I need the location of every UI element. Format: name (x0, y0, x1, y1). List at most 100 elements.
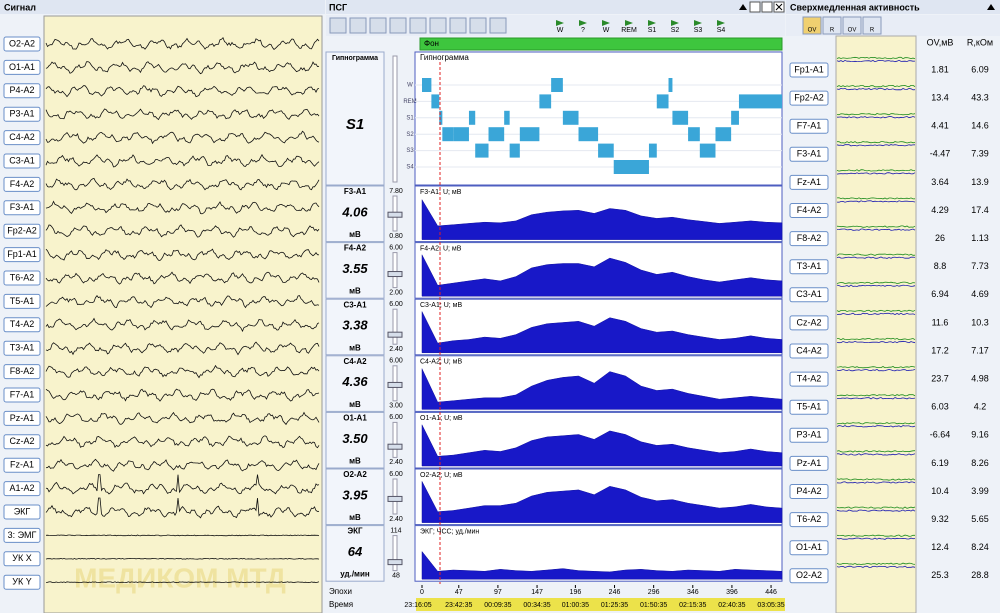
channel-button[interactable] (3, 83, 41, 99)
toolbar-button[interactable] (329, 17, 347, 34)
channel-button[interactable] (3, 387, 41, 403)
channel-button[interactable] (3, 247, 41, 263)
r-value: 6.09 (971, 64, 989, 74)
slider-thumb[interactable] (387, 331, 403, 338)
slider-thumb[interactable] (387, 271, 403, 278)
slider-thumb[interactable] (387, 495, 403, 502)
infraslow-trace (836, 169, 916, 172)
collapse-button[interactable] (739, 4, 747, 10)
channel-label: Fp1-A1 (7, 249, 37, 259)
channel-button[interactable] (789, 371, 829, 387)
channel-button[interactable] (3, 364, 41, 380)
channel-button[interactable] (789, 455, 829, 471)
toolbar-button[interactable] (389, 17, 407, 34)
minimize-button[interactable] (749, 1, 761, 13)
channel-button[interactable] (3, 410, 41, 426)
slider-thumb[interactable] (387, 443, 403, 450)
channel-button[interactable] (3, 481, 41, 497)
channel-unit: уд./мин (340, 570, 370, 579)
channel-button[interactable] (789, 512, 829, 528)
chart-title: F3-A1; U; мВ (420, 189, 462, 196)
hypnogram-segment (422, 78, 432, 92)
toolbar-label[interactable]: S1 (648, 27, 657, 34)
channel-button[interactable] (789, 540, 829, 556)
toolbar-button[interactable] (409, 17, 427, 34)
toolbar-button[interactable] (469, 17, 487, 34)
channel-button[interactable] (3, 457, 41, 473)
channel-button[interactable] (3, 340, 41, 356)
slider-thumb[interactable] (387, 211, 403, 218)
channel-button[interactable] (789, 568, 829, 584)
channel-button[interactable] (789, 484, 829, 499)
hypnogram-segment (656, 94, 669, 109)
channel-button[interactable] (789, 259, 829, 275)
channel-button[interactable] (789, 90, 829, 106)
mode-button[interactable] (862, 16, 882, 35)
channel-button[interactable] (3, 59, 41, 75)
channel-button[interactable] (3, 551, 41, 567)
toolbar-label[interactable]: W (603, 27, 610, 34)
channel-button[interactable] (3, 153, 41, 169)
channel-button[interactable] (3, 527, 41, 543)
toolbar-button[interactable] (349, 17, 367, 34)
channel-button[interactable] (789, 315, 829, 331)
eeg-trace (45, 224, 320, 238)
channel-button[interactable] (789, 287, 829, 303)
mode-button[interactable] (802, 16, 822, 35)
channel-button[interactable] (3, 223, 41, 239)
channel-button[interactable] (3, 130, 41, 146)
eeg-trace (45, 153, 320, 168)
channel-button[interactable] (3, 317, 41, 333)
channel-value: 4.36 (341, 374, 368, 389)
epoch-tick-label: 396 (726, 589, 738, 596)
infraslow-trace (836, 534, 915, 537)
toolbar-button[interactable] (449, 17, 467, 34)
channel-button[interactable] (3, 504, 41, 520)
channel-button[interactable] (789, 118, 829, 134)
window-controls[interactable] (739, 1, 995, 13)
title-bar (326, 0, 785, 14)
toolbar-button[interactable] (429, 17, 447, 34)
channel-label: Cz-A2 (796, 317, 821, 327)
mode-button[interactable] (842, 16, 862, 35)
channel-button[interactable] (3, 106, 41, 122)
infraslow-trace (836, 113, 916, 116)
channel-button[interactable] (3, 574, 41, 590)
r-value: 14.6 (971, 121, 989, 131)
channel-button[interactable] (789, 62, 829, 78)
eeg-trace (45, 108, 320, 121)
toolbar-label[interactable]: W (557, 27, 564, 34)
slider-track (392, 55, 398, 183)
toolbar-button[interactable] (489, 17, 507, 34)
channel-name: O2-A2 (343, 470, 367, 479)
toolbar-label[interactable]: S3 (694, 27, 703, 34)
channel-button[interactable] (789, 203, 829, 218)
channel-button[interactable] (789, 343, 829, 359)
channel-button[interactable] (789, 146, 829, 162)
channel-label: T3-A1 (797, 261, 822, 271)
channel-button[interactable] (789, 399, 829, 415)
channel-button[interactable] (3, 176, 41, 192)
ov-value: 9.32 (931, 514, 949, 524)
toolbar-label[interactable]: S2 (671, 27, 680, 34)
channel-name: O1-A1 (343, 414, 367, 423)
toolbar-button[interactable] (369, 17, 387, 34)
slider-thumb[interactable] (387, 559, 403, 566)
channel-name: F3-A1 (344, 187, 367, 196)
channel-button[interactable] (3, 293, 41, 309)
mode-button[interactable] (822, 16, 842, 35)
toolbar-label[interactable]: ? (581, 27, 585, 34)
channel-button[interactable] (3, 434, 41, 450)
slider-thumb[interactable] (387, 381, 403, 388)
maximize-button[interactable] (761, 1, 773, 13)
collapse-button[interactable] (987, 4, 995, 10)
channel-button[interactable] (789, 174, 829, 190)
channel-label: ЭКГ (14, 506, 31, 516)
channel-button[interactable] (789, 427, 829, 443)
toolbar-label[interactable]: REM (621, 27, 637, 34)
toolbar-label[interactable]: S4 (717, 27, 726, 34)
channel-button[interactable] (3, 36, 41, 52)
channel-button[interactable] (3, 200, 41, 216)
channel-button[interactable] (3, 270, 41, 286)
channel-button[interactable] (789, 231, 829, 247)
